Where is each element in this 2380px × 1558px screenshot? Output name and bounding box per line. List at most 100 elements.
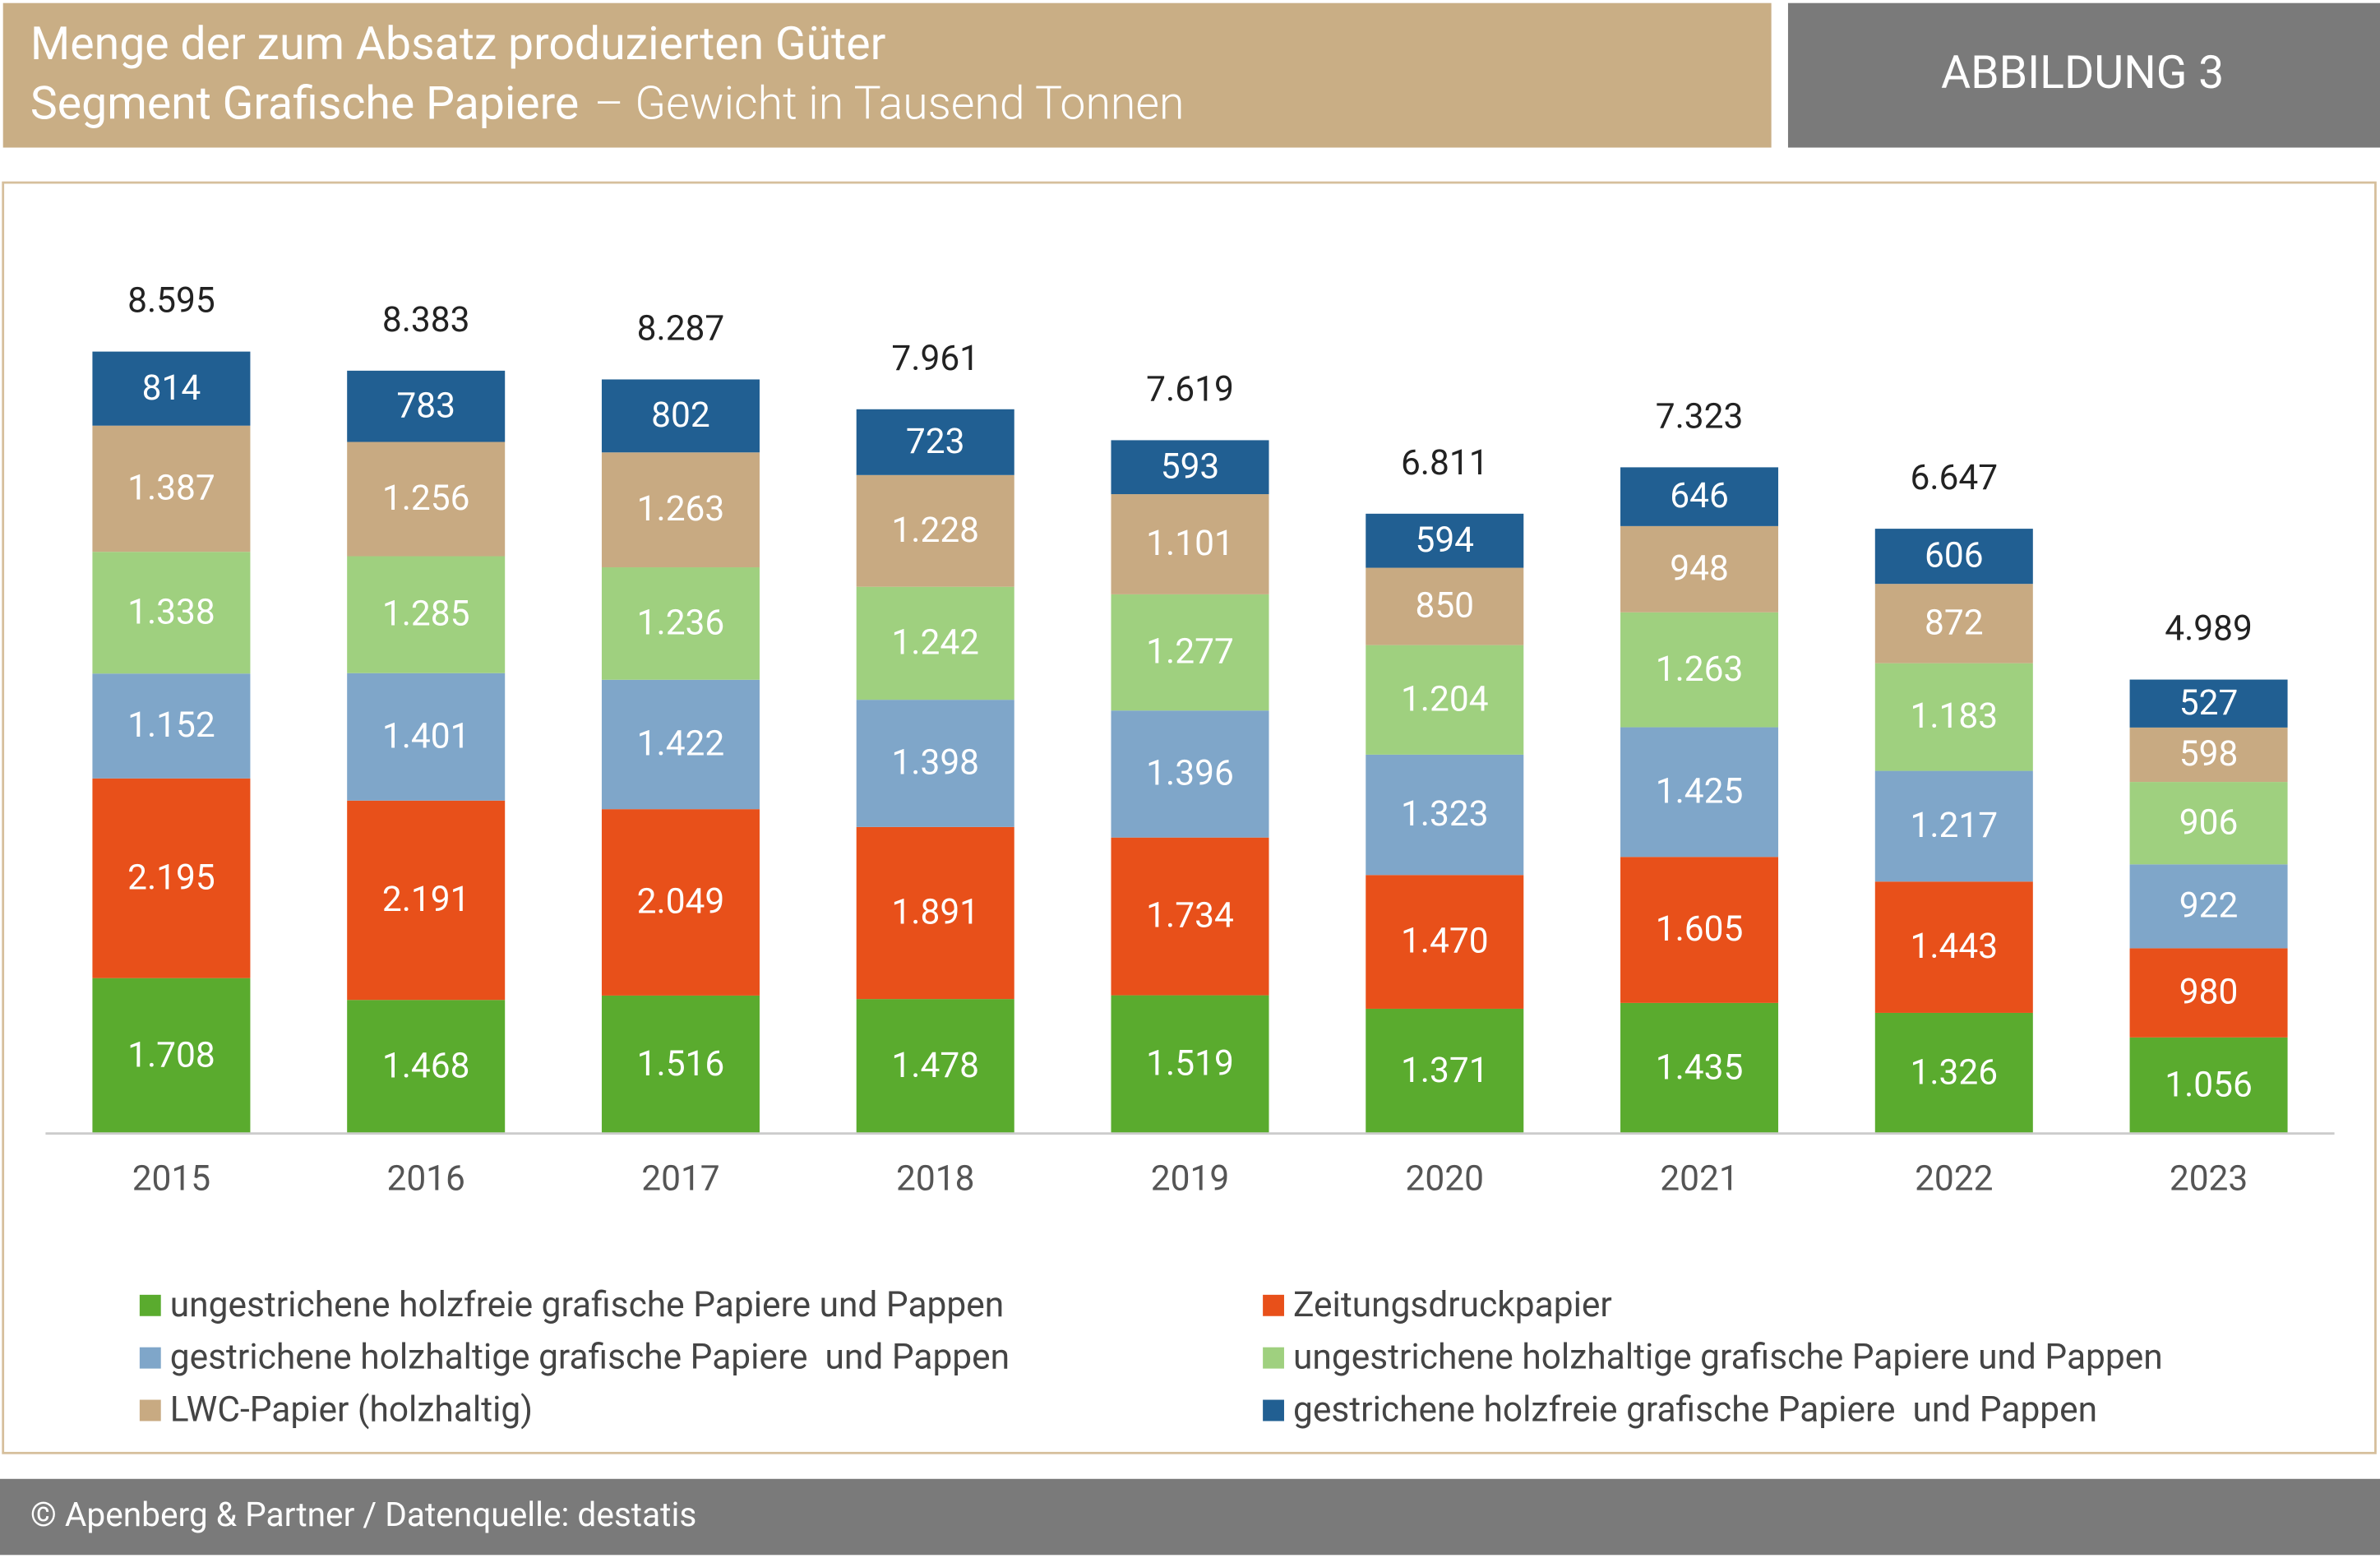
badge-bar <box>1787 2 2380 148</box>
bar-segment <box>1874 881 2033 1013</box>
chart-title: Menge der zum Absatz produzierten Güter <box>30 17 885 71</box>
legend-label: gestrichene holzfreie grafische Papiere … <box>1293 1390 2097 1431</box>
value-label: 1.605 <box>1656 909 1744 950</box>
x-tick-label: 2017 <box>641 1158 719 1199</box>
bar-segment <box>856 474 1014 587</box>
value-label: 1.387 <box>127 469 215 509</box>
bar-segment <box>856 409 1014 475</box>
total-label: 6.647 <box>1910 458 1998 498</box>
value-label: 1.277 <box>1146 632 1234 673</box>
value-label: 1.425 <box>1656 771 1744 811</box>
x-tick-label: 2015 <box>132 1158 210 1199</box>
value-label: 1.285 <box>382 594 470 635</box>
value-label: 922 <box>2179 885 2239 926</box>
value-label: 850 <box>1415 586 1474 626</box>
bar-segment <box>2129 782 2288 865</box>
value-label: 1.236 <box>637 603 725 643</box>
value-label: 2.195 <box>127 858 215 898</box>
bar-segment <box>856 586 1014 700</box>
value-label: 980 <box>2179 973 2239 1013</box>
bar-segment <box>1366 567 1524 645</box>
bar-segment <box>2129 948 2288 1038</box>
chart-subtitle: Segment Grafische Papiere – Gewicht in Ta… <box>30 76 1185 130</box>
bar-segment <box>1366 513 1524 568</box>
legend-label: ungestrichene holzhaltige grafische Papi… <box>1293 1338 2163 1378</box>
value-label: 802 <box>651 395 710 436</box>
legend-swatch <box>1263 1347 1284 1369</box>
value-label: 1.516 <box>637 1044 725 1084</box>
bar-segment <box>601 379 760 453</box>
value-label: 1.326 <box>1910 1052 1998 1093</box>
bar-segment <box>2129 679 2288 728</box>
value-label: 1.152 <box>127 705 215 746</box>
value-label: 814 <box>142 368 201 409</box>
value-label: 1.401 <box>382 716 470 756</box>
value-label: 723 <box>906 422 965 462</box>
badge: ABBILDUNG 3 <box>1941 46 2224 99</box>
bar-segment <box>1366 875 1524 1009</box>
bar-segment <box>1111 440 1269 495</box>
value-label: 1.217 <box>1910 806 1998 846</box>
x-tick-label: 2018 <box>896 1158 974 1199</box>
value-label: 1.323 <box>1401 794 1489 834</box>
bar-segment <box>601 452 760 568</box>
bar-segment <box>92 673 251 779</box>
bar-segment <box>601 809 760 996</box>
x-tick-label: 2020 <box>1406 1158 1484 1199</box>
value-label: 646 <box>1670 476 1729 516</box>
bar-segment <box>1620 467 1779 526</box>
bar-segment <box>1366 645 1524 755</box>
value-label: 1.708 <box>127 1035 215 1075</box>
legend-label: ungestrichene holzfreie grafische Papier… <box>170 1285 1004 1325</box>
value-label: 1.468 <box>382 1047 470 1087</box>
legend-swatch <box>139 1347 161 1369</box>
bar-segment <box>1874 663 2033 771</box>
value-label: 1.734 <box>1146 896 1234 936</box>
value-label: 1.228 <box>891 511 979 551</box>
total-label: 7.323 <box>1656 396 1744 437</box>
total-label: 8.287 <box>637 308 725 349</box>
subtitle-detail: – Gewicht in Tausend Tonnen <box>594 76 1185 130</box>
value-label: 1.056 <box>2165 1065 2253 1105</box>
value-label: 2.049 <box>637 882 725 922</box>
total-label: 8.383 <box>382 300 470 340</box>
bar-segment <box>601 567 760 680</box>
bar-segment <box>1111 494 1269 594</box>
legend-label: Zeitungsdruckpapier <box>1293 1285 1612 1325</box>
bar-segment <box>92 552 251 674</box>
bar-segment <box>1874 584 2033 663</box>
footer-bar <box>0 1478 2380 1556</box>
bar-segment <box>1111 995 1269 1134</box>
value-label: 906 <box>2179 802 2239 843</box>
chart-frame <box>2 181 2377 1454</box>
bar-segment <box>1620 857 1779 1003</box>
value-label: 1.242 <box>891 622 979 663</box>
bar-segment <box>2129 727 2288 783</box>
value-label: 1.519 <box>1146 1044 1234 1084</box>
bar-segment <box>92 978 251 1134</box>
x-tick-label: 2022 <box>1915 1158 1993 1199</box>
legend-swatch <box>139 1399 161 1422</box>
x-tick-label: 2016 <box>386 1158 464 1199</box>
value-label: 594 <box>1415 520 1474 561</box>
value-label: 1.204 <box>1401 679 1489 719</box>
bar-segment <box>1111 710 1269 838</box>
bar-segment <box>1620 525 1779 613</box>
value-label: 598 <box>2179 734 2239 774</box>
bar-segment <box>347 370 506 442</box>
bar-segment <box>1111 837 1269 996</box>
bar-segment <box>92 425 251 552</box>
bar-segment <box>347 800 506 1001</box>
value-label: 1.371 <box>1401 1051 1489 1091</box>
value-label: 1.263 <box>637 489 725 529</box>
value-label: 527 <box>2179 683 2239 724</box>
bar-segment <box>92 778 251 978</box>
bar-segment <box>856 999 1014 1134</box>
bar-segment <box>347 673 506 801</box>
total-label: 4.989 <box>2165 609 2253 650</box>
value-label: 2.191 <box>382 880 470 920</box>
header-bar <box>2 2 1772 148</box>
legend-swatch <box>1263 1399 1284 1422</box>
